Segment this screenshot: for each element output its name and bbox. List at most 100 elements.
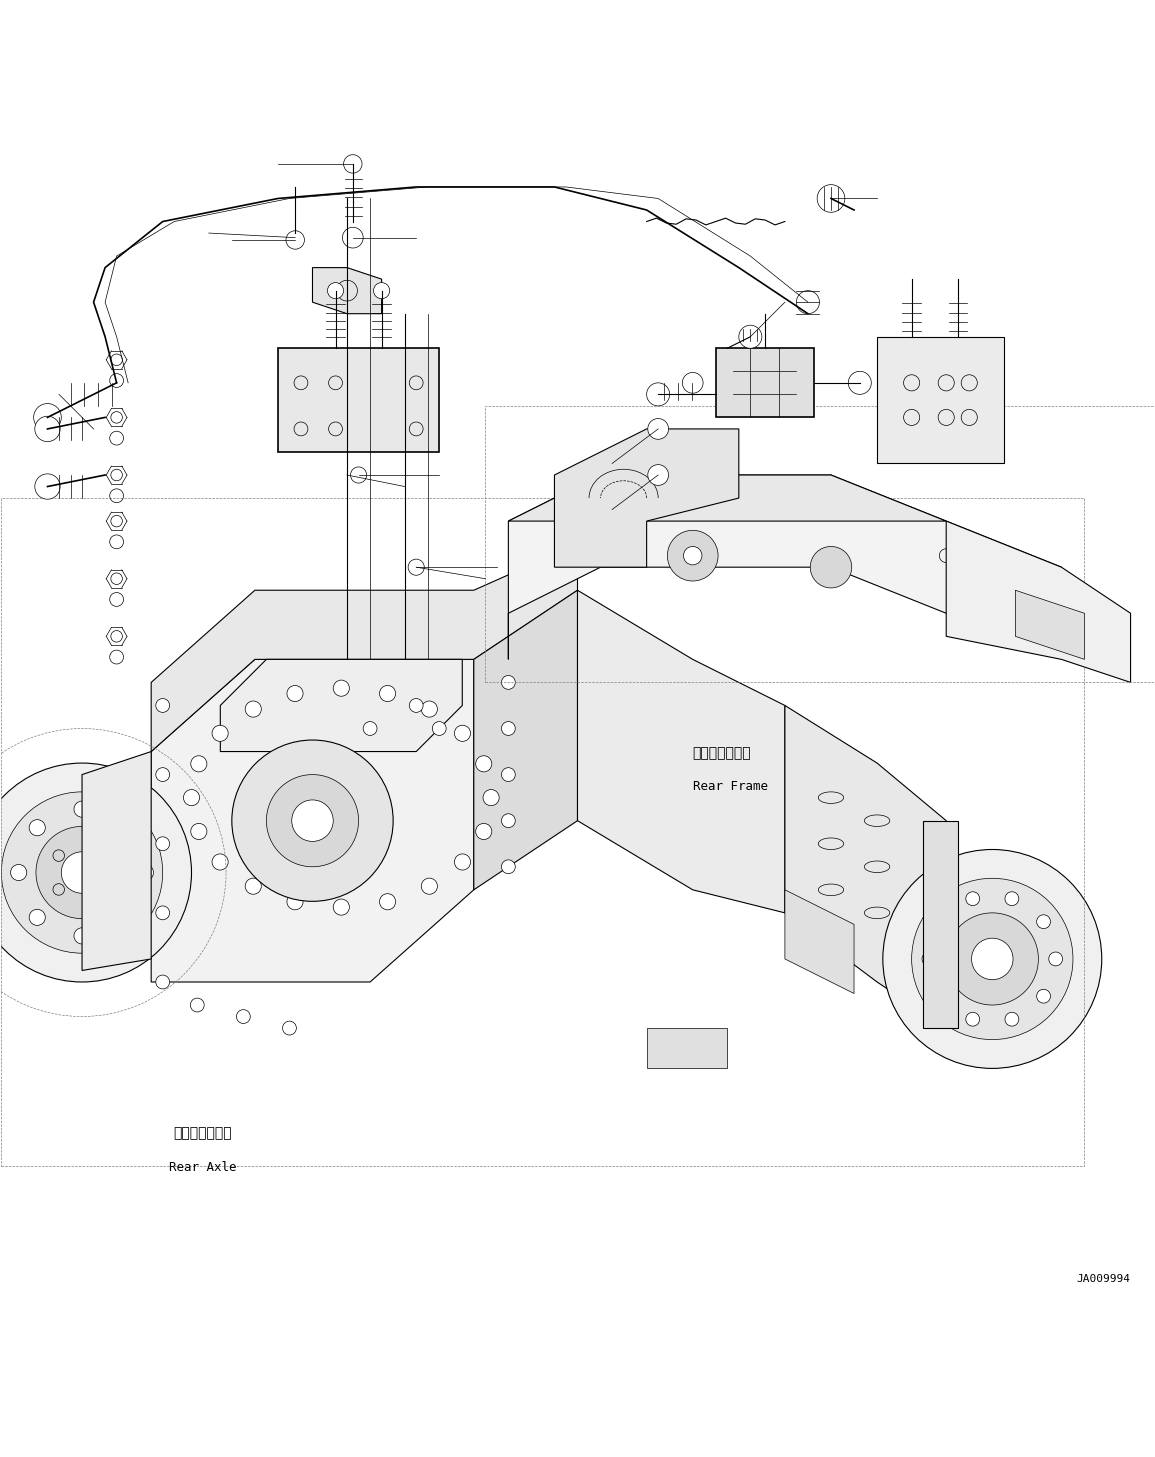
Circle shape — [668, 530, 718, 581]
Circle shape — [476, 823, 492, 839]
Circle shape — [156, 698, 170, 712]
Circle shape — [232, 740, 393, 902]
Polygon shape — [82, 752, 151, 970]
Circle shape — [934, 989, 948, 1002]
Polygon shape — [313, 268, 381, 313]
Circle shape — [966, 892, 979, 906]
Polygon shape — [278, 348, 439, 452]
Circle shape — [911, 879, 1073, 1040]
Circle shape — [343, 154, 362, 173]
Circle shape — [156, 768, 170, 781]
Circle shape — [422, 879, 438, 895]
Circle shape — [501, 814, 515, 828]
Circle shape — [363, 721, 377, 736]
Circle shape — [1037, 915, 1051, 928]
Bar — [485, 407, 1154, 682]
Circle shape — [1049, 951, 1063, 966]
Polygon shape — [474, 590, 578, 890]
Polygon shape — [785, 890, 854, 994]
Polygon shape — [508, 475, 946, 522]
Text: JA009994: JA009994 — [1076, 1273, 1131, 1284]
Circle shape — [454, 854, 470, 870]
Circle shape — [33, 404, 61, 431]
Circle shape — [35, 417, 60, 441]
Circle shape — [380, 685, 396, 702]
Polygon shape — [151, 543, 578, 752]
Circle shape — [483, 790, 499, 806]
Circle shape — [119, 820, 135, 836]
Circle shape — [380, 893, 396, 909]
Polygon shape — [785, 705, 946, 1029]
Circle shape — [501, 676, 515, 689]
Circle shape — [811, 546, 851, 589]
Circle shape — [213, 726, 229, 742]
Circle shape — [36, 826, 128, 918]
Circle shape — [35, 474, 60, 500]
Circle shape — [213, 854, 229, 870]
Circle shape — [0, 763, 192, 982]
Circle shape — [1005, 892, 1019, 906]
Polygon shape — [946, 522, 1131, 682]
Circle shape — [156, 836, 170, 851]
Circle shape — [966, 1013, 979, 1026]
Circle shape — [156, 975, 170, 989]
Polygon shape — [578, 590, 785, 914]
Circle shape — [684, 546, 702, 565]
Circle shape — [1005, 1013, 1019, 1026]
Circle shape — [408, 559, 424, 576]
Bar — [716, 348, 814, 417]
Polygon shape — [221, 660, 462, 752]
Circle shape — [267, 775, 358, 867]
Text: Rear Axle: Rear Axle — [170, 1161, 237, 1173]
Circle shape — [283, 1021, 297, 1034]
Polygon shape — [151, 660, 474, 982]
Circle shape — [119, 909, 135, 925]
Text: リヤーアクスル: リヤーアクスル — [173, 1126, 232, 1139]
Circle shape — [373, 283, 389, 299]
Circle shape — [848, 372, 871, 395]
Circle shape — [191, 998, 204, 1013]
Circle shape — [432, 721, 446, 736]
Circle shape — [1037, 989, 1051, 1002]
Circle shape — [683, 373, 703, 393]
Circle shape — [797, 290, 819, 313]
Circle shape — [501, 860, 515, 874]
Polygon shape — [923, 820, 957, 1029]
Circle shape — [922, 951, 936, 966]
Circle shape — [648, 418, 669, 440]
Circle shape — [61, 852, 103, 893]
Circle shape — [817, 185, 844, 213]
Circle shape — [156, 906, 170, 919]
Circle shape — [501, 768, 515, 781]
Circle shape — [191, 823, 207, 839]
Circle shape — [74, 801, 90, 817]
Circle shape — [501, 721, 515, 736]
Bar — [1, 498, 1085, 1167]
Polygon shape — [554, 428, 739, 567]
Circle shape — [648, 465, 669, 485]
Bar — [647, 1029, 728, 1068]
Circle shape — [237, 1010, 251, 1023]
Circle shape — [422, 701, 438, 717]
Circle shape — [184, 790, 200, 806]
Circle shape — [29, 909, 45, 925]
Circle shape — [74, 928, 90, 944]
Circle shape — [286, 685, 303, 702]
Text: Rear Frame: Rear Frame — [693, 781, 768, 794]
Circle shape — [292, 800, 334, 842]
Circle shape — [647, 383, 670, 407]
Circle shape — [245, 879, 261, 895]
Polygon shape — [508, 475, 1061, 660]
Polygon shape — [877, 337, 1004, 463]
Circle shape — [934, 915, 948, 928]
Circle shape — [334, 899, 349, 915]
Circle shape — [334, 680, 349, 696]
Circle shape — [454, 726, 470, 742]
Circle shape — [245, 701, 261, 717]
Circle shape — [739, 325, 762, 348]
Circle shape — [476, 756, 492, 772]
Circle shape — [350, 466, 366, 484]
Polygon shape — [1015, 590, 1085, 660]
Circle shape — [409, 698, 423, 712]
Circle shape — [286, 893, 303, 909]
